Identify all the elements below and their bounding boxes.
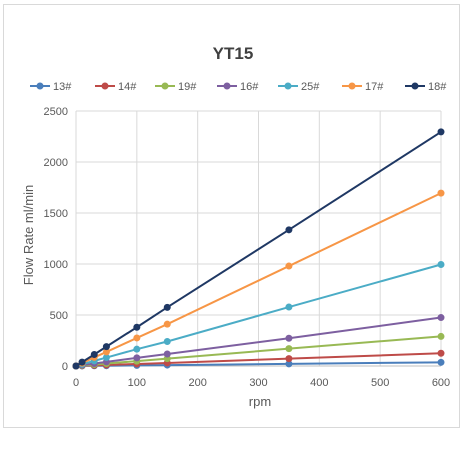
y-tick-label: 1000 bbox=[44, 259, 68, 271]
data-point-14# bbox=[437, 349, 445, 357]
data-point-13# bbox=[285, 360, 293, 368]
x-tick-label: 100 bbox=[128, 377, 146, 389]
data-point-18# bbox=[102, 343, 110, 351]
data-point-18# bbox=[90, 350, 98, 358]
legend-marker-14# bbox=[101, 82, 109, 90]
data-point-19# bbox=[285, 345, 293, 353]
y-tick-label: 2000 bbox=[44, 157, 68, 169]
legend-label-25#: 25# bbox=[301, 81, 320, 93]
legend-label-14#: 14# bbox=[118, 81, 137, 93]
data-point-16# bbox=[285, 334, 293, 342]
data-point-25# bbox=[102, 354, 110, 362]
data-point-13# bbox=[437, 358, 445, 366]
legend-marker-25# bbox=[284, 82, 292, 90]
legend-label-19#: 19# bbox=[178, 81, 197, 93]
y-tick-label: 1500 bbox=[44, 208, 68, 220]
data-point-18# bbox=[437, 128, 445, 136]
data-point-16# bbox=[133, 354, 141, 362]
legend-label-18#: 18# bbox=[428, 81, 447, 93]
x-tick-label: 300 bbox=[249, 377, 267, 389]
data-point-25# bbox=[133, 345, 141, 353]
axes: 0 500 1000 1500 2000 2500 0 100 200 300 400 500 600 bbox=[44, 106, 451, 389]
x-tick-label: 200 bbox=[188, 377, 206, 389]
series-layer bbox=[72, 128, 445, 370]
data-point-18# bbox=[78, 358, 86, 366]
legend-marker-17# bbox=[348, 82, 356, 90]
data-point-25# bbox=[163, 338, 171, 346]
data-point-17# bbox=[285, 262, 293, 270]
x-tick-label: 600 bbox=[432, 377, 450, 389]
data-point-16# bbox=[437, 314, 445, 322]
gridlines bbox=[75, 110, 442, 367]
legend-label-13#: 13# bbox=[53, 81, 72, 93]
data-point-25# bbox=[437, 261, 445, 269]
legend-marker-19# bbox=[161, 82, 169, 90]
x-tick-label: 500 bbox=[371, 377, 389, 389]
x-tick-label: 0 bbox=[73, 377, 79, 389]
data-point-18# bbox=[133, 323, 141, 331]
legend-marker-16# bbox=[223, 82, 231, 90]
y-tick-label: 2500 bbox=[44, 106, 68, 118]
y-tick-label: 0 bbox=[62, 361, 68, 373]
data-point-18# bbox=[163, 303, 171, 311]
data-point-19# bbox=[437, 332, 445, 340]
y-tick-label: 500 bbox=[50, 310, 68, 322]
x-axis-title: rpm bbox=[249, 394, 271, 409]
legend-marker-13# bbox=[36, 82, 44, 90]
data-point-25# bbox=[285, 303, 293, 311]
chart-frame bbox=[3, 4, 460, 428]
data-point-17# bbox=[133, 334, 141, 342]
data-point-18# bbox=[285, 226, 293, 234]
data-point-17# bbox=[163, 320, 171, 328]
legend-label-16#: 16# bbox=[240, 81, 259, 93]
legend-label-17#: 17# bbox=[365, 81, 384, 93]
chart-title: YT15 bbox=[213, 44, 254, 63]
data-point-16# bbox=[163, 350, 171, 358]
legend-marker-18# bbox=[411, 82, 419, 90]
data-point-18# bbox=[72, 362, 80, 370]
data-point-17# bbox=[102, 348, 110, 356]
data-point-17# bbox=[437, 189, 445, 197]
legend: 13# 14# 19# 16# 25# 17# 18# bbox=[30, 81, 447, 93]
y-axis-title: Flow Rate ml/min bbox=[21, 185, 36, 285]
data-point-14# bbox=[285, 355, 293, 363]
x-tick-label: 400 bbox=[310, 377, 328, 389]
